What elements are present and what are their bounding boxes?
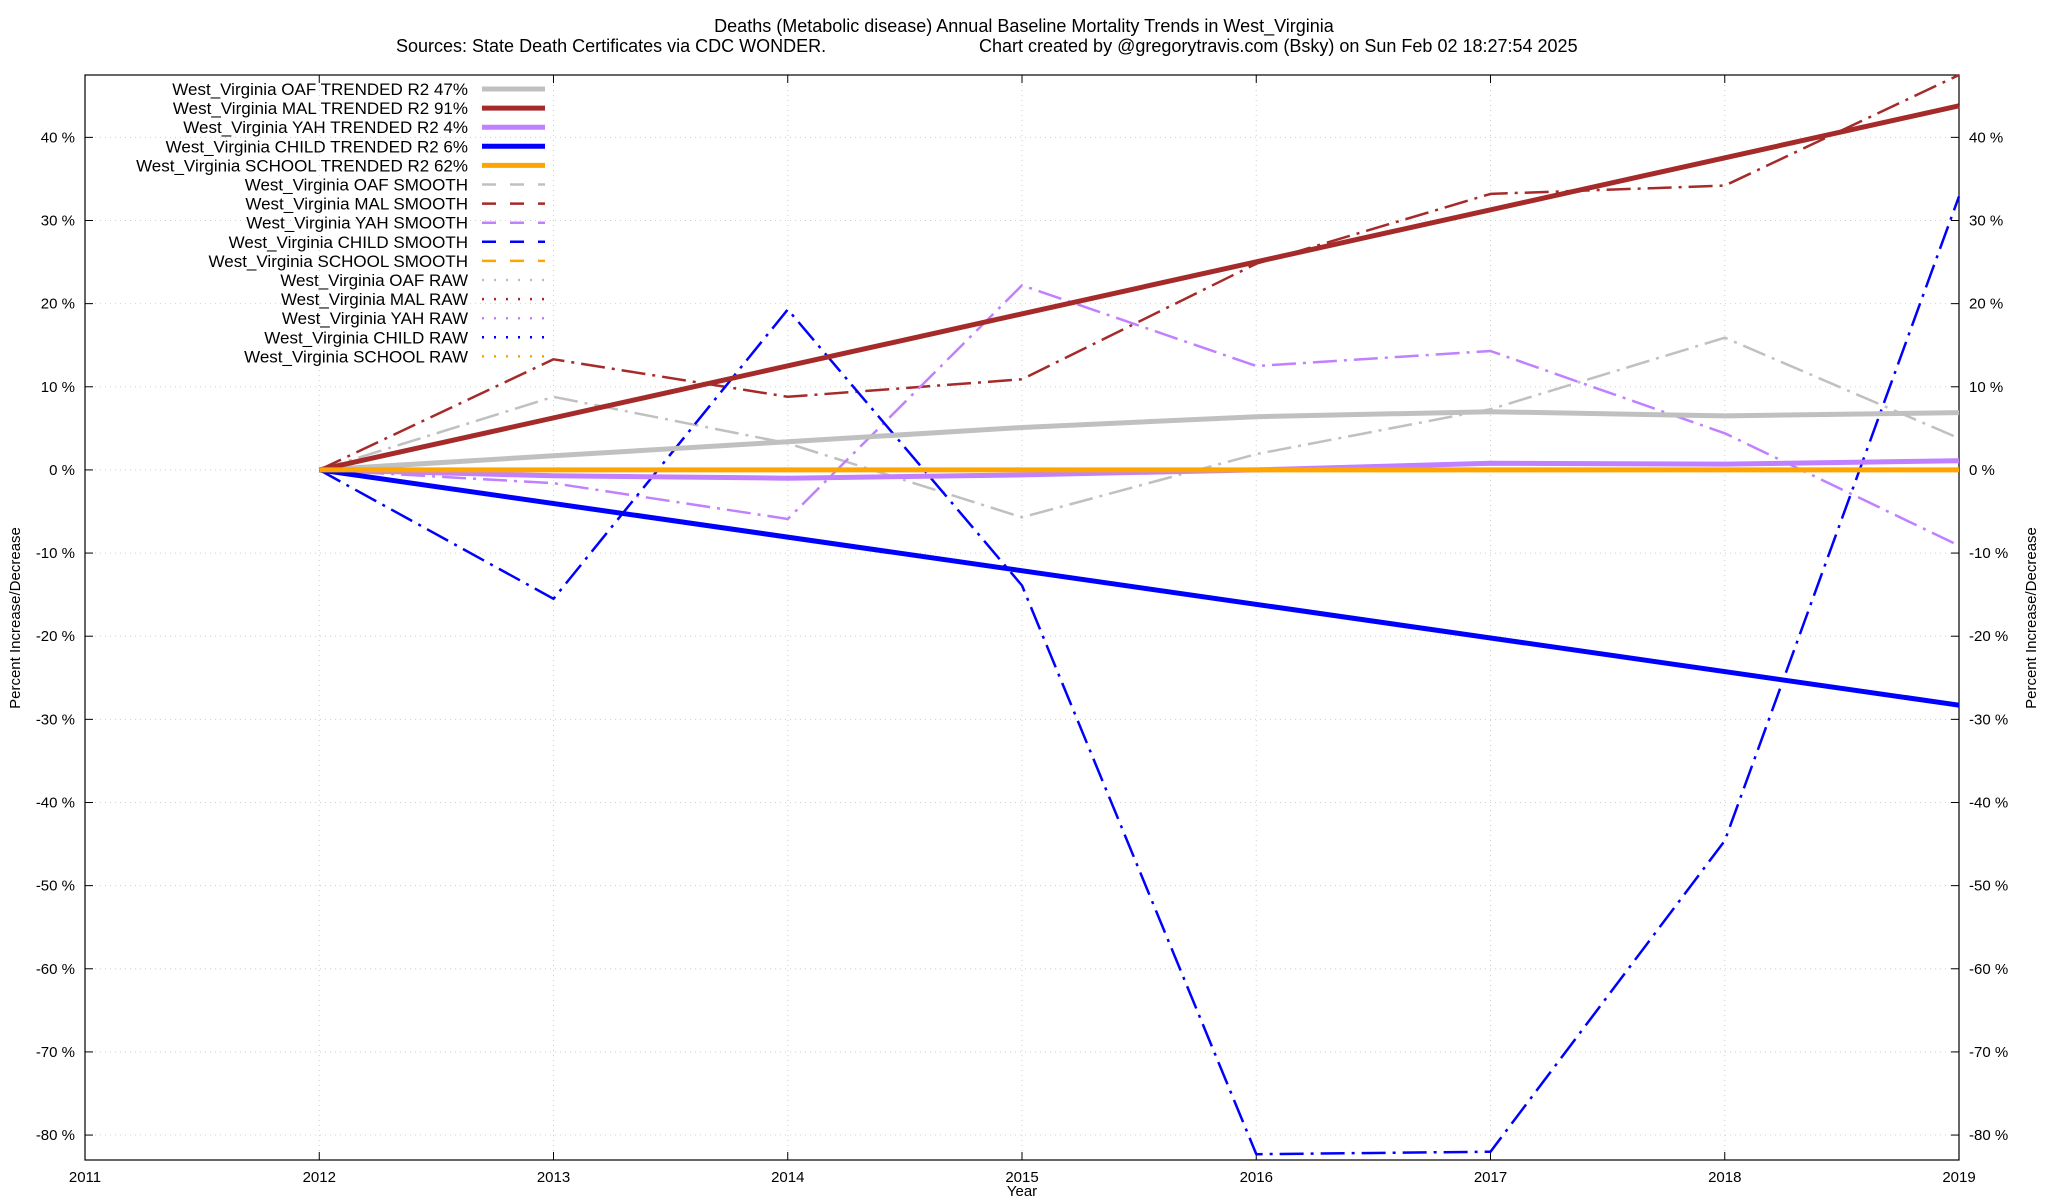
y-tick-label-right: -10 % (1969, 545, 2008, 562)
legend-label: West_Virginia OAF RAW (280, 271, 468, 290)
y-tick-label-right: -30 % (1969, 711, 2008, 728)
x-tick-label: 2011 (69, 1169, 101, 1186)
legend-label: West_Virginia SCHOOL SMOOTH (209, 252, 468, 271)
y-tick-label-right: 20 % (1969, 296, 2003, 313)
y-tick-label-right: -20 % (1969, 628, 2008, 645)
legend-label: West_Virginia MAL TRENDED R2 91% (173, 99, 468, 118)
legend-label: West_Virginia CHILD SMOOTH (229, 233, 468, 252)
y-axis-label-right: Percent Increase/Decrease (2023, 527, 2040, 709)
legend-label: West_Virginia OAF TRENDED R2 47% (172, 80, 468, 99)
legend-label: West_Virginia SCHOOL TRENDED R2 62% (136, 156, 468, 175)
y-axis-label-left: Percent Increase/Decrease (7, 527, 24, 709)
x-tick-label: 2015 (1005, 1169, 1038, 1186)
y-tick-label-left: 40 % (41, 129, 75, 146)
chart-subtitle-credit: Chart created by @gregorytravis.com (Bsk… (979, 36, 1578, 56)
x-tick-label: 2017 (1474, 1169, 1507, 1186)
y-tick-label-left: -70 % (36, 1044, 75, 1061)
series-line (318, 467, 1960, 708)
legend-label: West_Virginia YAH TRENDED R2 4% (183, 118, 468, 137)
y-tick-label-right: 40 % (1969, 129, 2003, 146)
legend-label: West_Virginia YAH RAW (282, 309, 468, 328)
y-tick-label-left: -20 % (36, 628, 75, 645)
grid (85, 75, 1959, 1160)
y-tick-label-left: 10 % (41, 379, 75, 396)
y-tick-label-left: -50 % (36, 878, 75, 895)
y-tick-label-left: 20 % (41, 296, 75, 313)
series-line (318, 336, 1960, 519)
x-tick-label: 2012 (303, 1169, 336, 1186)
y-tick-label-right: 10 % (1969, 379, 2003, 396)
x-tick-label: 2018 (1708, 1169, 1741, 1186)
legend-label: West_Virginia YAH SMOOTH (246, 214, 468, 233)
legend-label: West_Virginia CHILD TRENDED R2 6% (166, 137, 468, 156)
legend-label: West_Virginia SCHOOL RAW (244, 347, 468, 366)
series-line (318, 195, 1961, 1156)
series-line (319, 409, 1960, 473)
y-tick-label-right: -70 % (1969, 1044, 2008, 1061)
y-tick-label-right: -40 % (1969, 794, 2008, 811)
y-tick-label-right: -80 % (1969, 1127, 2008, 1144)
y-tick-label-right: -60 % (1969, 961, 2008, 978)
x-tick-label: 2013 (537, 1169, 570, 1186)
legend-label: West_Virginia MAL SMOOTH (245, 195, 468, 214)
x-tick-label: 2016 (1240, 1169, 1273, 1186)
y-tick-label-left: -10 % (36, 545, 75, 562)
y-tick-label-left: -40 % (36, 794, 75, 811)
y-tick-label-right: -50 % (1969, 878, 2008, 895)
chart-subtitle-sources: Sources: State Death Certificates via CD… (396, 36, 826, 56)
y-tick-label-left: -30 % (36, 711, 75, 728)
series-line (318, 103, 1960, 473)
series-line (319, 284, 1960, 547)
x-tick-label: 2019 (1942, 1169, 1975, 1186)
series-line (318, 73, 1960, 472)
y-tick-label-left: -60 % (36, 961, 75, 978)
chart-title: Deaths (Metabolic disease) Annual Baseli… (714, 16, 1335, 37)
y-tick-label-left: 30 % (41, 212, 75, 229)
axis-ticks: 2011 2012 2013 2014 2015 2016 2017 2018 2019 40 %… (36, 75, 2008, 1186)
x-axis-label: Year (1007, 1183, 1037, 1200)
y-tick-label-left: 0 % (49, 462, 75, 479)
y-tick-label-right: 30 % (1969, 212, 2003, 229)
y-tick-label-right: 0 % (1969, 462, 1995, 479)
legend-label: West_Virginia MAL RAW (281, 290, 468, 309)
legend-label: West_Virginia OAF SMOOTH (245, 176, 468, 195)
legend-label: West_Virginia CHILD RAW (264, 328, 468, 347)
x-tick-label: 2014 (771, 1169, 804, 1186)
series-lines (318, 73, 1961, 1156)
y-tick-label-left: -80 % (36, 1127, 75, 1144)
legend: West_Virginia OAF TRENDED R2 47%West_Vir… (136, 80, 545, 366)
